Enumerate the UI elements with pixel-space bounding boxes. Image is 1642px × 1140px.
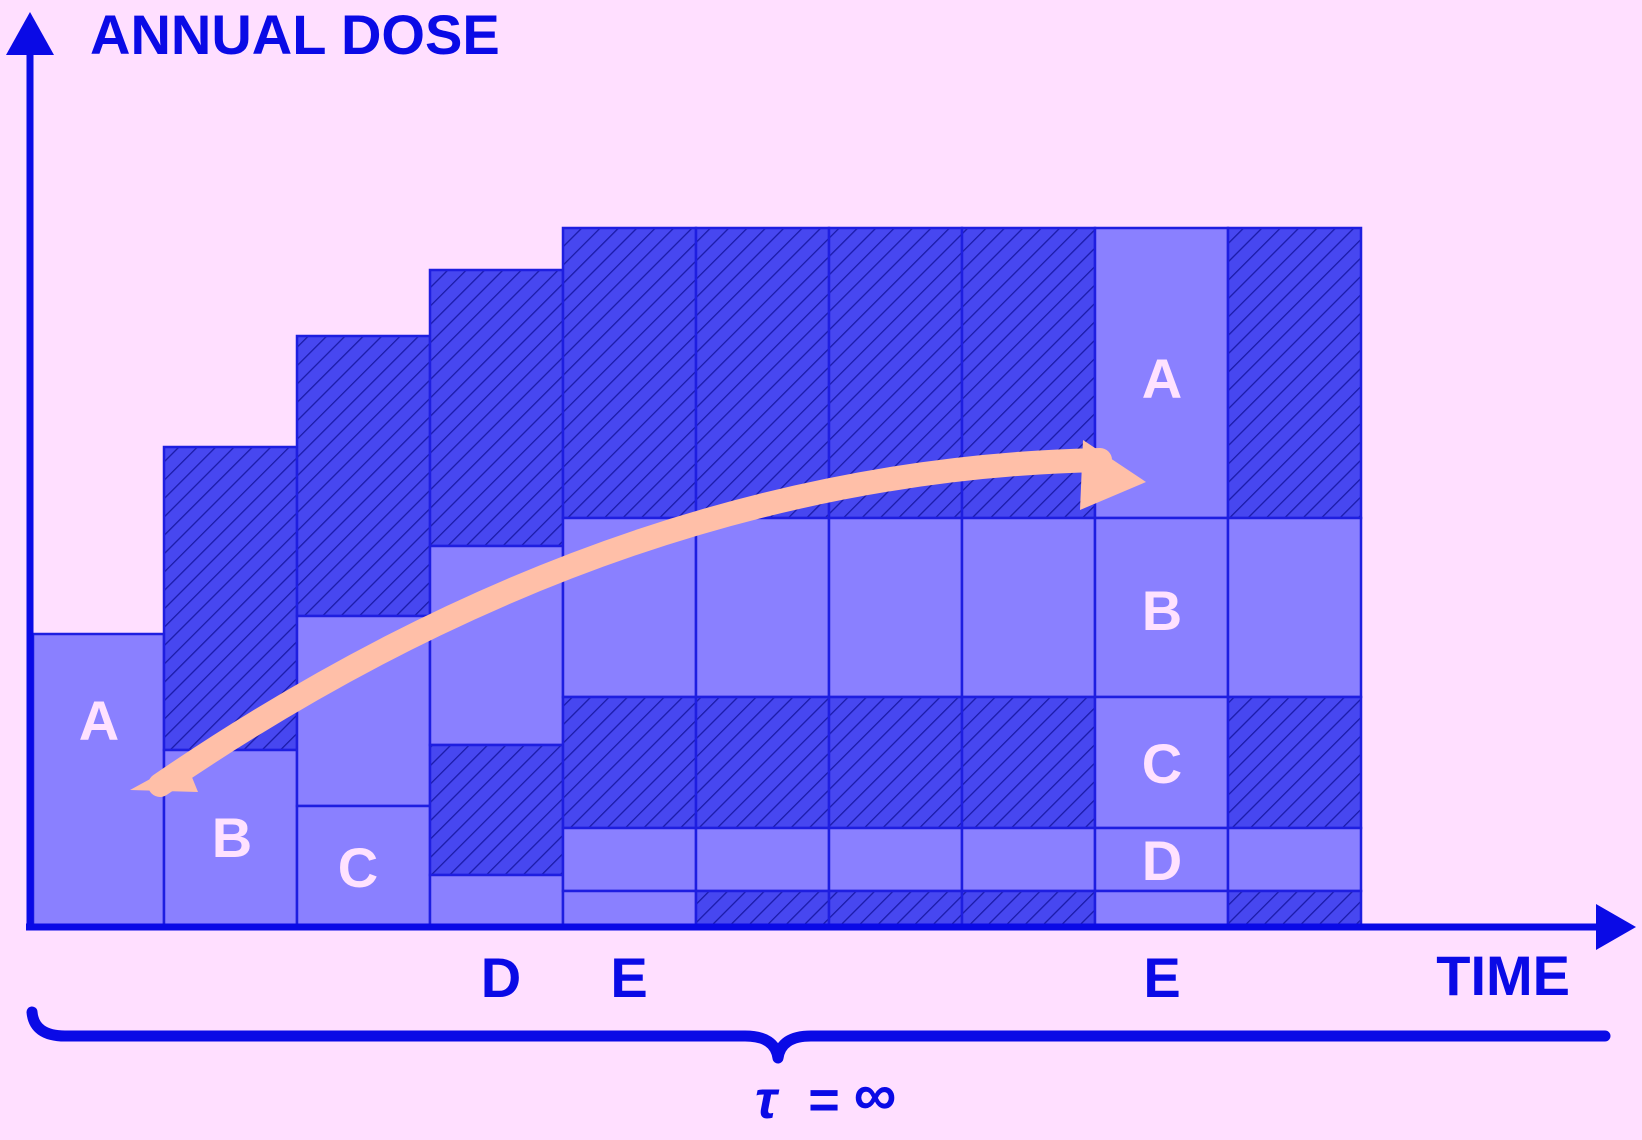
tau-equals: = — [808, 1070, 840, 1130]
dose-block-col5-c-hatched — [561, 695, 698, 830]
dose-block-col3-c-plain — [295, 804, 432, 929]
dose-block-col5-e-plain — [561, 889, 698, 929]
dose-block-col4-prev-hatched — [428, 268, 565, 548]
x-axis-label: TIME — [1436, 944, 1570, 1007]
block-labels: A B C A B C D — [79, 347, 1182, 899]
dose-block-col10-d-plain — [1226, 826, 1363, 893]
tau-equation: τ = ∞ — [755, 1061, 896, 1130]
curly-brace — [26, 1006, 1611, 1064]
block-label-a-ninth: A — [1142, 347, 1182, 410]
dose-block-col10-a-hatched — [1226, 226, 1363, 520]
y-axis-label: ANNUAL DOSE — [90, 3, 500, 66]
dose-block-col5-a-hatched — [561, 226, 698, 520]
dose-block-col6-e-hatched — [694, 889, 831, 929]
dose-block-col8-b-plain — [960, 516, 1097, 699]
block-label-a-first: A — [79, 689, 119, 752]
block-label-c-third: C — [338, 836, 378, 899]
dose-block-col4-d-plain — [428, 873, 565, 929]
dose-block-col7-d-plain — [827, 826, 964, 893]
time-labels: D E E — [481, 946, 1181, 1009]
dose-block-col7-b-plain — [827, 516, 964, 699]
dose-block-col8-d-plain — [960, 826, 1097, 893]
dose-block-col1-a-plain — [31, 632, 166, 929]
time-label-d: D — [481, 946, 521, 1009]
block-label-d-ninth: D — [1142, 829, 1182, 892]
dose-block-col6-c-hatched — [694, 695, 831, 830]
x-axis — [26, 904, 1636, 950]
time-label-e-first: E — [610, 946, 647, 1009]
y-axis — [6, 12, 54, 930]
dose-block-col7-e-hatched — [827, 889, 964, 929]
time-label-e-second: E — [1143, 946, 1180, 1009]
dose-block-col6-d-plain — [694, 826, 831, 893]
dose-block-col8-c-hatched — [960, 695, 1097, 830]
dose-block-col9-e-plain — [1093, 889, 1230, 929]
dose-block-col4-prev-hatched — [428, 743, 565, 877]
dose-block-col10-e-hatched — [1226, 889, 1363, 929]
tau-infinity: ∞ — [854, 1061, 897, 1128]
dose-block-col5-d-plain — [561, 826, 698, 893]
dose-block-col8-e-hatched — [960, 889, 1097, 929]
dose-block-col10-c-hatched — [1226, 695, 1363, 830]
dose-block-col10-b-plain — [1226, 516, 1363, 699]
block-label-b-ninth: B — [1142, 579, 1182, 642]
dose-blocks — [31, 226, 1363, 929]
dose-block-col3-prev-hatched — [295, 334, 432, 618]
block-label-c-ninth: C — [1142, 732, 1182, 795]
dose-block-col7-c-hatched — [827, 695, 964, 830]
tau-symbol: τ — [755, 1070, 780, 1130]
dose-block-col6-b-plain — [694, 516, 831, 699]
curved-arrow-shaft — [148, 448, 1112, 797]
block-label-b-second: B — [212, 806, 252, 869]
dose-block-col6-a-hatched — [694, 226, 831, 520]
